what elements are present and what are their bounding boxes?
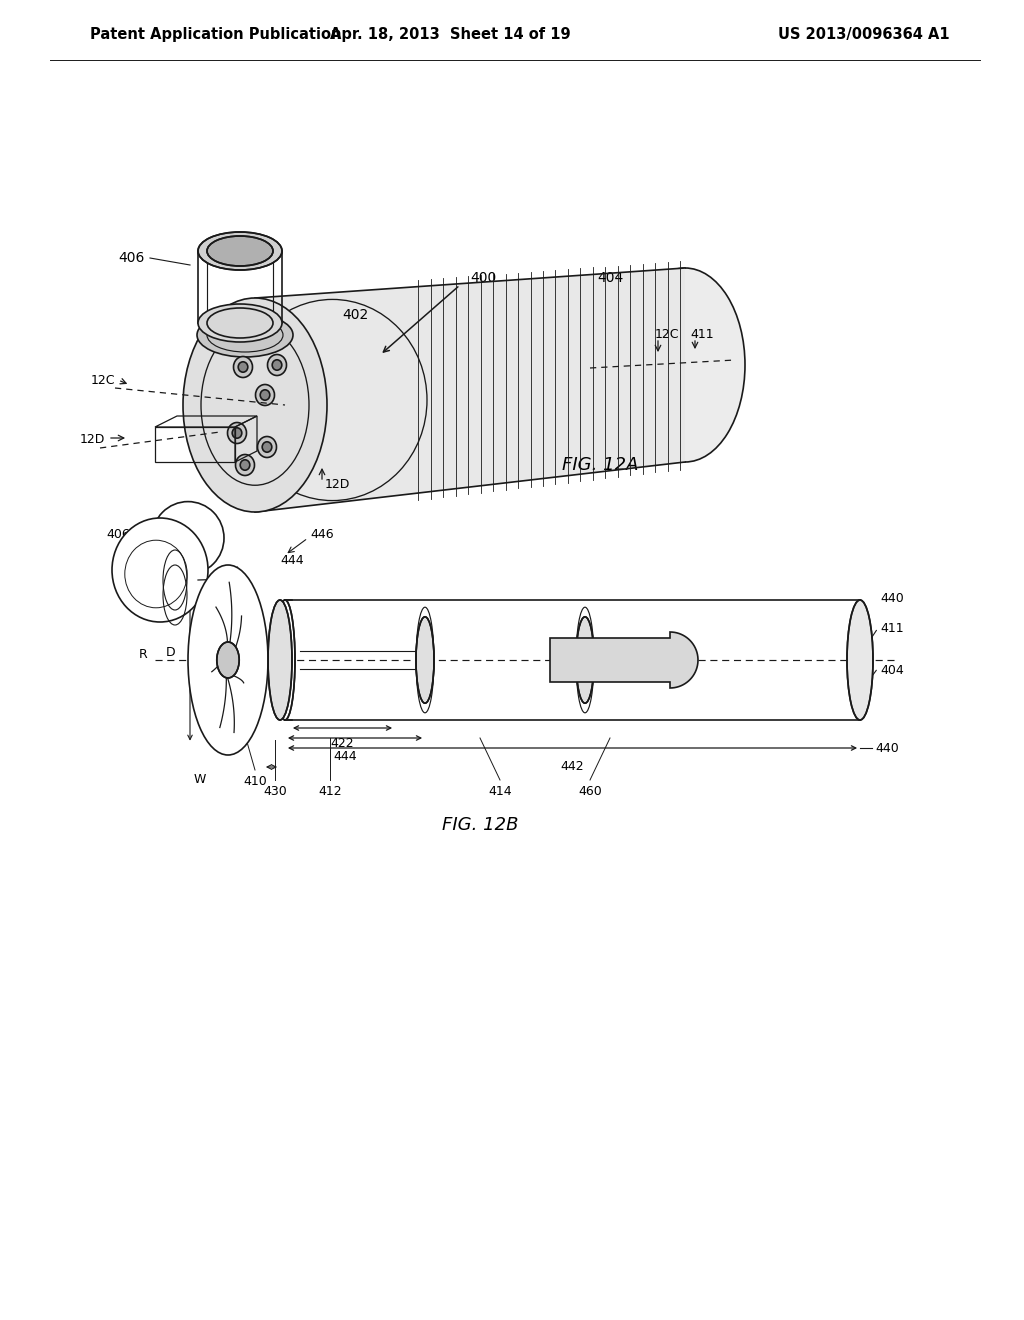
Text: 404: 404: [597, 271, 624, 285]
Text: 411: 411: [690, 329, 714, 342]
Text: 430: 430: [263, 785, 287, 799]
Ellipse shape: [241, 459, 250, 470]
Text: W: W: [194, 774, 206, 785]
Text: 406: 406: [106, 528, 130, 541]
Text: 440: 440: [880, 591, 904, 605]
Ellipse shape: [152, 502, 224, 574]
Ellipse shape: [188, 565, 268, 755]
Text: FIG. 12B: FIG. 12B: [441, 816, 518, 834]
Text: 12D: 12D: [80, 433, 105, 446]
Text: 12C: 12C: [655, 329, 680, 342]
Text: 410: 410: [243, 775, 267, 788]
Ellipse shape: [236, 454, 255, 475]
Ellipse shape: [207, 236, 273, 267]
Ellipse shape: [239, 362, 248, 372]
Text: US 2013/0096364 A1: US 2013/0096364 A1: [778, 28, 950, 42]
Ellipse shape: [267, 355, 287, 375]
Ellipse shape: [416, 616, 434, 704]
Ellipse shape: [625, 268, 745, 462]
Ellipse shape: [217, 642, 240, 678]
Ellipse shape: [272, 360, 282, 370]
Text: 406: 406: [119, 251, 145, 265]
Ellipse shape: [198, 232, 282, 271]
Text: D: D: [165, 645, 175, 659]
Ellipse shape: [183, 298, 327, 512]
Polygon shape: [550, 632, 698, 688]
Ellipse shape: [268, 601, 292, 719]
Text: Patent Application Publication: Patent Application Publication: [90, 28, 341, 42]
Text: 460: 460: [579, 785, 602, 799]
Text: R: R: [139, 648, 148, 661]
Ellipse shape: [197, 313, 293, 356]
Text: 444: 444: [280, 553, 304, 566]
Polygon shape: [255, 268, 685, 512]
Ellipse shape: [198, 304, 282, 342]
Ellipse shape: [256, 384, 274, 405]
Ellipse shape: [260, 389, 269, 400]
Ellipse shape: [262, 442, 271, 453]
Text: 411: 411: [880, 622, 903, 635]
Text: 402: 402: [342, 308, 368, 322]
Ellipse shape: [232, 428, 242, 438]
Text: Apr. 18, 2013  Sheet 14 of 19: Apr. 18, 2013 Sheet 14 of 19: [330, 28, 570, 42]
Ellipse shape: [847, 601, 873, 719]
Ellipse shape: [112, 517, 208, 622]
Text: 414: 414: [488, 785, 512, 799]
Text: 442: 442: [561, 760, 585, 774]
Text: 412: 412: [318, 785, 342, 799]
Text: 12D: 12D: [325, 479, 350, 491]
Text: 400: 400: [470, 271, 497, 285]
Ellipse shape: [575, 616, 594, 704]
Ellipse shape: [233, 356, 253, 378]
Ellipse shape: [257, 437, 276, 458]
Ellipse shape: [275, 601, 295, 719]
Text: FIG. 12A: FIG. 12A: [562, 455, 638, 474]
Text: 444: 444: [333, 750, 356, 763]
Text: 404: 404: [880, 664, 904, 676]
Ellipse shape: [227, 422, 247, 444]
Text: 422: 422: [331, 737, 354, 750]
Text: 440: 440: [874, 742, 899, 755]
Text: 446: 446: [310, 528, 334, 541]
Text: 12C: 12C: [90, 374, 115, 387]
